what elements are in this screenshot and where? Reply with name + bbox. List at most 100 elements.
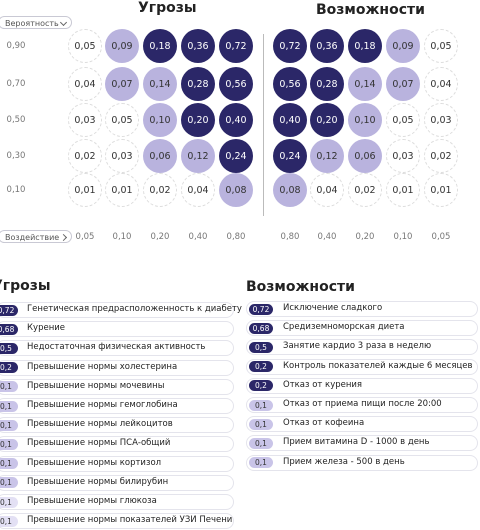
impact-button[interactable]: Воздействие bbox=[0, 230, 73, 243]
risk-cell: 0,12 bbox=[310, 139, 344, 173]
risk-cell: 0,72 bbox=[273, 29, 307, 63]
item-label: Превышение нормы показателей УЗИ Печени bbox=[27, 515, 233, 526]
item-label: Превышение нормы кортизол bbox=[27, 457, 162, 468]
impact-label: 0,40 bbox=[188, 232, 208, 242]
impact-label: 0,20 bbox=[150, 232, 170, 242]
item-label: Средиземноморская диета bbox=[283, 322, 405, 333]
value-badge: 0,2 bbox=[249, 361, 273, 373]
risk-cell: 0,14 bbox=[348, 67, 382, 101]
item-label: Отказ от курения bbox=[283, 379, 363, 390]
probability-label: 0,50 bbox=[6, 115, 26, 125]
risk-cell: 0,09 bbox=[105, 29, 139, 63]
risk-cell: 0,08 bbox=[273, 173, 307, 207]
risk-cell: 0,08 bbox=[219, 173, 253, 207]
list-row bbox=[0, 321, 234, 338]
risk-cell: 0,10 bbox=[348, 103, 382, 137]
value-badge: 0,1 bbox=[0, 419, 18, 431]
risk-cell: 0,01 bbox=[386, 173, 420, 207]
value-badge: 0,1 bbox=[249, 457, 273, 469]
risk-cell: 0,03 bbox=[68, 103, 102, 137]
risk-cell: 0,07 bbox=[386, 67, 420, 101]
item-label: Контроль показателей каждые 6 месяцев bbox=[283, 360, 473, 371]
divider bbox=[263, 34, 264, 216]
risk-cell: 0,06 bbox=[143, 139, 177, 173]
risk-cell: 0,28 bbox=[310, 67, 344, 101]
item-label: Недостаточная физическая активность bbox=[27, 342, 206, 353]
threat-list-title: Угрозы bbox=[0, 278, 51, 294]
item-label: Превышение нормы холестерина bbox=[27, 361, 178, 372]
value-badge: 0,5 bbox=[249, 341, 273, 353]
risk-cell: 0,24 bbox=[219, 139, 253, 173]
value-badge: 0,1 bbox=[0, 400, 18, 412]
risk-cell: 0,05 bbox=[386, 103, 420, 137]
list-row bbox=[0, 340, 234, 357]
list-row bbox=[246, 397, 478, 413]
value-badge: 0,1 bbox=[249, 399, 273, 411]
risk-cell: 0,40 bbox=[273, 103, 307, 137]
risk-cell: 0,06 bbox=[348, 139, 382, 173]
value-badge: 0,1 bbox=[0, 496, 18, 508]
risk-cell: 0,12 bbox=[181, 139, 215, 173]
risk-cell: 0,03 bbox=[105, 139, 139, 173]
item-label: Исключение сладкого bbox=[283, 303, 383, 313]
list-row bbox=[0, 455, 234, 472]
risk-cell: 0,07 bbox=[105, 67, 139, 101]
item-label: Прием железа - 500 в день bbox=[283, 456, 405, 467]
risk-cell: 0,04 bbox=[68, 67, 102, 101]
item-label: Отказ от приема пищи после 20:00 bbox=[283, 399, 442, 409]
impact-label: 0,20 bbox=[355, 232, 375, 242]
probability-button[interactable]: Вероятность bbox=[0, 16, 72, 29]
risk-cell: 0,56 bbox=[219, 67, 253, 101]
risk-cell: 0,36 bbox=[181, 29, 215, 63]
risk-cell: 0,01 bbox=[105, 173, 139, 207]
value-badge: 0,68 bbox=[0, 323, 18, 335]
impact-label: 0,80 bbox=[226, 232, 246, 242]
value-badge: 0,1 bbox=[249, 418, 273, 430]
threats-title: Угрозы bbox=[138, 0, 197, 16]
item-label: Превышение нормы глюкоза bbox=[27, 496, 157, 506]
risk-cell: 0,01 bbox=[68, 173, 102, 207]
risk-cell: 0,01 bbox=[424, 173, 458, 207]
item-label: Превышение нормы ПСА-общий bbox=[27, 438, 171, 449]
risk-cell: 0,02 bbox=[348, 173, 382, 207]
list-row bbox=[0, 302, 234, 318]
impact-label: 0,10 bbox=[112, 232, 132, 242]
value-badge: 0,72 bbox=[249, 303, 273, 315]
risk-cell: 0,02 bbox=[68, 139, 102, 173]
value-badge: 0,1 bbox=[0, 438, 18, 450]
risk-cell: 0,05 bbox=[68, 29, 102, 63]
risk-cell: 0,05 bbox=[424, 29, 458, 63]
risk-cell: 0,18 bbox=[348, 29, 382, 63]
list-row bbox=[246, 358, 478, 375]
risk-cell: 0,04 bbox=[310, 173, 344, 207]
risk-cell: 0,56 bbox=[273, 67, 307, 101]
impact-label: 0,10 bbox=[393, 232, 413, 242]
risk-cell: 0,04 bbox=[424, 67, 458, 101]
list-row bbox=[0, 494, 234, 510]
probability-label: 0,90 bbox=[6, 41, 26, 51]
item-label: Генетическая предрасположенность к диабе… bbox=[27, 304, 242, 314]
item-label: Занятие кардио 3 раза в неделю bbox=[283, 341, 432, 352]
item-label: Превышение нормы мочевины bbox=[27, 380, 165, 391]
risk-cell: 0,20 bbox=[310, 103, 344, 137]
list-row bbox=[246, 435, 478, 452]
list-row bbox=[246, 377, 478, 394]
risk-cell: 0,72 bbox=[219, 29, 253, 63]
risk-cell: 0,36 bbox=[310, 29, 344, 63]
risk-cell: 0,18 bbox=[143, 29, 177, 63]
value-badge: 0,72 bbox=[0, 304, 18, 316]
item-label: Курение bbox=[27, 323, 66, 334]
value-badge: 0,68 bbox=[249, 322, 273, 334]
risk-cell: 0,40 bbox=[219, 103, 253, 137]
value-badge: 0,1 bbox=[0, 458, 18, 470]
value-badge: 0,2 bbox=[249, 380, 273, 392]
risk-cell: 0,03 bbox=[424, 103, 458, 137]
probability-label: 0,30 bbox=[6, 151, 26, 161]
value-badge: 0,1 bbox=[249, 437, 273, 449]
list-row bbox=[0, 474, 234, 491]
risk-cell: 0,03 bbox=[386, 139, 420, 173]
impact-label: 0,05 bbox=[75, 232, 95, 242]
risk-cell: 0,10 bbox=[143, 103, 177, 137]
risk-cell: 0,24 bbox=[273, 139, 307, 173]
